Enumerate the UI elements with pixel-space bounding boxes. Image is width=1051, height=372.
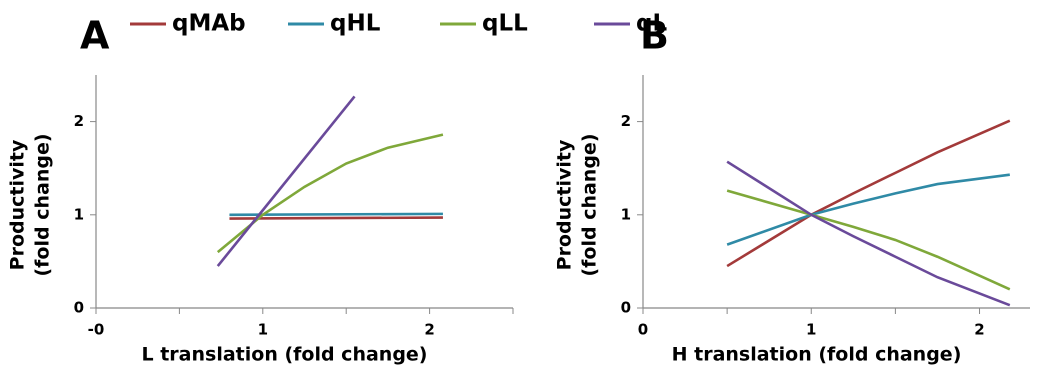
x-tick-label: 1 — [806, 321, 816, 339]
y-tick-label: 2 — [74, 112, 84, 130]
x-axis-title: L translation (fold change) — [142, 344, 428, 366]
y-axis-title: (fold change) — [579, 133, 601, 276]
panel-label: B — [640, 14, 669, 58]
y-tick-label: 0 — [74, 299, 84, 317]
y-axis-title: (fold change) — [32, 133, 54, 276]
legend-label: qL — [636, 11, 667, 37]
x-tick-label: -0 — [88, 321, 105, 339]
y-tick-label: 1 — [74, 205, 84, 223]
panel-label: A — [80, 14, 110, 58]
data-line — [229, 216, 443, 220]
x-tick-label: 2 — [974, 321, 984, 339]
y-axis-title: Productivity — [554, 139, 576, 270]
x-tick-label: 1 — [258, 321, 268, 339]
y-axis-title: Productivity — [7, 139, 29, 270]
data-line — [726, 189, 1011, 291]
x-tick-label: 0 — [638, 321, 648, 339]
legend-label: qHL — [330, 11, 381, 37]
data-line — [216, 133, 444, 254]
y-tick-label: 2 — [621, 112, 631, 130]
data-line — [216, 95, 356, 267]
x-tick-label: 2 — [424, 321, 434, 339]
y-tick-label: 1 — [621, 205, 631, 223]
x-axis-title: H translation (fold change) — [672, 344, 962, 366]
y-tick-label: 0 — [621, 299, 631, 317]
legend-label: qLL — [482, 11, 528, 37]
legend-label: qMAb — [172, 11, 246, 37]
data-line — [726, 160, 1011, 307]
data-line — [726, 119, 1011, 268]
data-line — [726, 173, 1010, 246]
